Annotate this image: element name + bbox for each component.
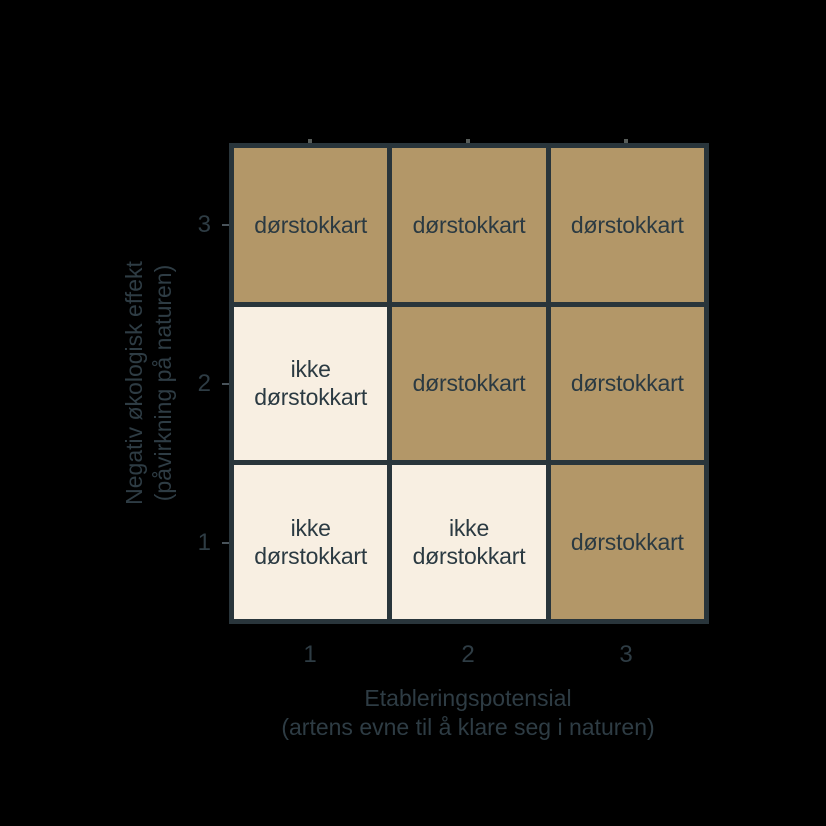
matrix-cell-x2-y2: dørstokkart	[392, 306, 546, 461]
matrix-cell-x3-y2: dørstokkart	[550, 306, 704, 461]
matrix-cell-x2-y3: dørstokkart	[392, 148, 546, 302]
top-axis-tick-mark	[308, 139, 312, 143]
matrix-cell-x3-y1: dørstokkart	[550, 465, 704, 619]
matrix-grid: dørstokkart dørstokkart dørstokkart ikke…	[229, 143, 709, 624]
top-axis-tick-mark	[624, 139, 628, 143]
x-tick-label-3: 3	[619, 641, 633, 668]
matrix-cell-x3-y3: dørstokkart	[550, 148, 704, 302]
x-tick-label-1: 1	[303, 641, 317, 668]
matrix-cell-x2-y1: ikke dørstokkart	[392, 465, 546, 619]
x-axis-title-line1: Etableringspotensial	[364, 685, 572, 711]
y-axis-tick-mark	[222, 224, 229, 226]
matrix-cell-x1-y3: dørstokkart	[234, 148, 388, 302]
x-axis-title: Etableringspotensial (artens evne til å …	[218, 684, 718, 742]
y-tick-label-2: 2	[197, 370, 211, 397]
x-tick-label-2: 2	[461, 641, 475, 668]
y-axis-tick-mark	[222, 542, 229, 544]
y-axis-tick-mark	[222, 383, 229, 385]
matrix-cell-x1-y1: ikke dørstokkart	[234, 465, 388, 619]
matrix-cell-x1-y2: ikke dørstokkart	[234, 306, 388, 461]
y-axis-title-line2: (påvirkning på naturen)	[150, 264, 176, 502]
x-axis-title-line2: (artens evne til å klare seg i naturen)	[281, 714, 655, 740]
y-axis-title-line1: Negativ økologisk effekt	[121, 261, 147, 505]
y-axis-title: Negativ økologisk effekt (påvirkning på …	[120, 261, 178, 505]
top-axis-tick-mark	[466, 139, 470, 143]
y-tick-label-3: 3	[197, 211, 211, 238]
y-tick-label-1: 1	[197, 529, 211, 556]
